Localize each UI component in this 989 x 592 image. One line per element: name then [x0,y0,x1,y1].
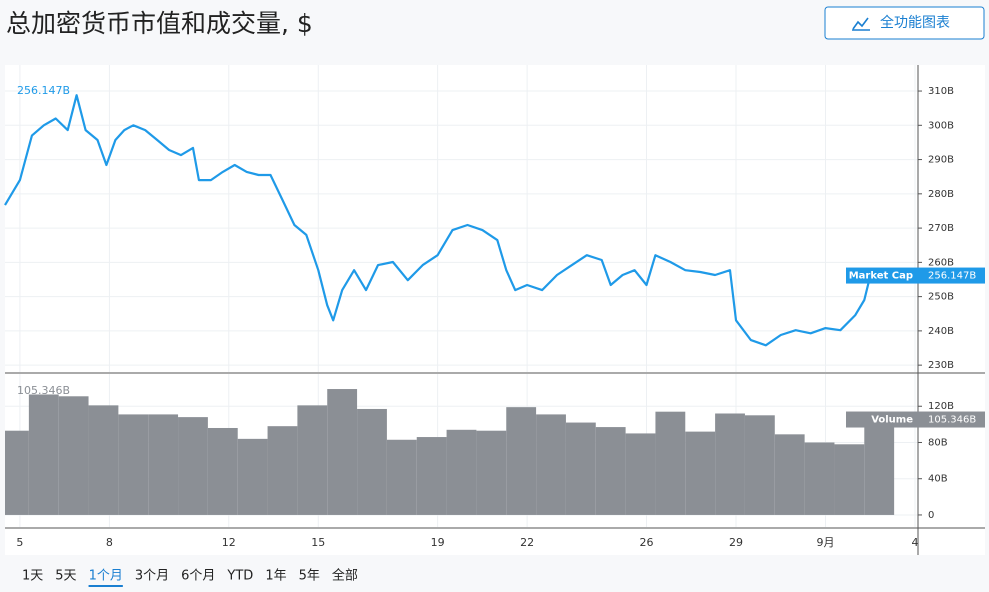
series-badge-name: Volume [871,415,913,426]
series-badge-value: 256.147B [928,271,976,282]
y-tick-label: 0 [928,510,934,521]
y-tick-label: 240B [928,326,954,337]
series-badge [846,267,985,284]
volume-bar [536,414,566,515]
volume-bar [625,433,656,515]
volume-bar [118,414,149,515]
series-badge-value: 105.346B [928,415,976,426]
x-tick-label: 22 [520,536,534,549]
volume-bar [744,415,775,515]
volume-bar [58,396,89,515]
volume-bar [88,405,119,515]
x-tick-label: 5 [16,536,23,549]
volume-bar [267,426,298,515]
x-tick-label: 26 [639,536,653,549]
volume-bar [476,430,507,515]
volume-bar [357,408,387,515]
range-option[interactable]: 6个月 [181,569,215,584]
y-tick-label: 40B [928,474,948,485]
series-last-label: 256.147B [17,84,70,97]
volume-bar [655,411,686,515]
range-option[interactable]: 全部 [332,568,358,584]
market-cap-line [4,94,872,347]
range-option[interactable]: 1年 [265,569,286,584]
x-tick-label: 9月 [817,536,835,549]
y-tick-label: 300B [928,120,954,131]
volume-bar [715,413,745,515]
volume-bar [685,431,716,515]
series-last-label: 105.346B [17,384,70,397]
range-option[interactable]: 5年 [299,569,320,584]
range-option[interactable]: YTD [226,569,253,584]
volume-bar [565,422,596,515]
x-tick-label: 12 [222,536,236,549]
volume-bar [386,439,417,515]
volume-bar [864,419,895,515]
y-tick-label: 280B [928,189,954,200]
y-tick-label: 250B [928,292,954,303]
volume-bar [178,417,208,515]
volume-bar [148,414,179,515]
volume-bar [446,429,477,515]
x-tick-label: 19 [431,536,445,549]
volume-bar [28,394,59,515]
volume-bar [834,444,865,515]
range-option[interactable]: 1天 [22,569,43,584]
range-option[interactable]: 3个月 [135,569,169,584]
range-option[interactable]: 5天 [55,569,76,584]
volume-bar [297,405,328,515]
volume-bar [595,427,626,515]
chart-icon [852,17,870,31]
series-badge [846,411,985,428]
volume-bar [5,430,29,515]
y-tick-label: 260B [928,257,954,268]
volume-bar [804,442,835,515]
y-tick-label: 290B [928,155,954,166]
volume-bar [327,389,358,515]
y-tick-label: 270B [928,223,954,234]
x-tick-label: 8 [106,536,113,549]
x-tick-label: 4 [912,536,919,549]
volume-bar [207,427,238,515]
volume-bar [416,437,447,515]
page-title: 总加密货币市值和成交量, $ [6,9,313,38]
volume-bar [774,434,805,515]
volume-bar [506,407,537,515]
volume-bar [237,438,268,515]
range-option[interactable]: 1个月 [89,569,123,584]
y-tick-label: 120B [928,401,954,412]
x-tick-label: 29 [729,536,743,549]
y-tick-label: 230B [928,360,954,371]
series-badge-name: Market Cap [849,271,913,282]
full-chart-button-label: 全功能图表 [880,14,950,31]
x-tick-label: 15 [311,536,325,549]
y-tick-label: 310B [928,86,954,97]
y-tick-label: 80B [928,437,948,448]
full-chart-button[interactable] [824,6,985,40]
